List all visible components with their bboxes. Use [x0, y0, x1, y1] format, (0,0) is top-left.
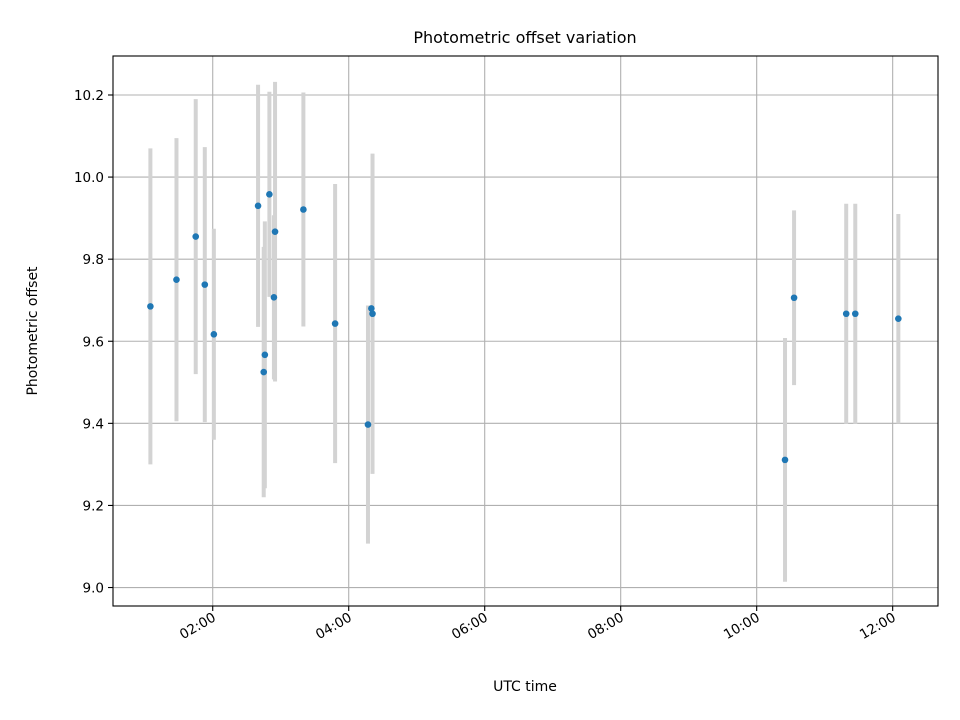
data-point [331, 320, 339, 327]
plot-frame [112, 55, 939, 607]
y-tick-label: 10.2 [74, 88, 104, 104]
y-axis-ticks: 9.0 9.2 9.4 9.6 9.8 10.0 10.2 [74, 88, 113, 597]
x-axis-label: UTC time [493, 679, 557, 695]
data-point [369, 310, 376, 318]
data-point [266, 191, 273, 198]
y-tick-label: 9.0 [83, 581, 104, 597]
y-tick-label: 9.2 [83, 498, 104, 514]
data-point [210, 330, 218, 338]
data-point [368, 305, 375, 312]
data-point [173, 276, 180, 283]
data-point [270, 294, 278, 301]
y-tick-label: 9.8 [83, 252, 104, 268]
data-point [147, 303, 154, 310]
data-point [842, 310, 850, 318]
data-point [851, 310, 859, 318]
chart-title: Photometric offset variation [413, 28, 636, 47]
data-point [895, 315, 902, 322]
data-point [260, 368, 268, 376]
y-axis-label: Photometric offset [25, 266, 41, 396]
data-point [364, 421, 372, 428]
y-tick-label: 9.6 [83, 334, 104, 350]
data-point [781, 456, 789, 464]
data-point [254, 202, 262, 210]
data-point [192, 233, 200, 240]
data-point [790, 294, 798, 302]
data-point [271, 228, 279, 235]
y-tick-label: 9.4 [83, 416, 104, 432]
grid [113, 56, 938, 606]
data-point [261, 351, 269, 359]
y-tick-label: 10.0 [74, 170, 104, 186]
data-point [201, 281, 209, 288]
data-points [147, 191, 902, 464]
data-point [300, 206, 307, 213]
